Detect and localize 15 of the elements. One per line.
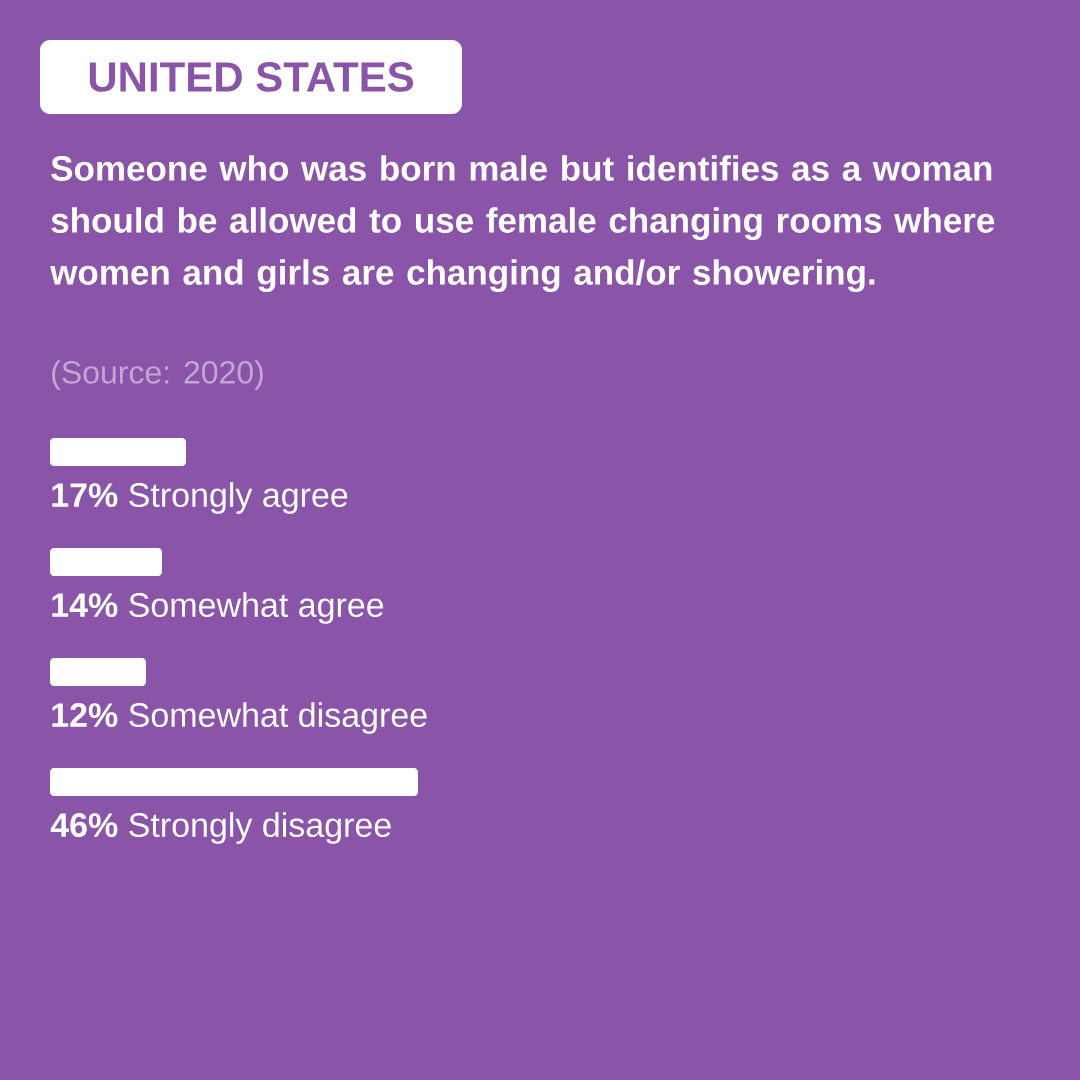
- bar: [50, 548, 162, 576]
- bar: [50, 438, 186, 466]
- bar: [50, 658, 146, 687]
- bar: [50, 768, 419, 797]
- y-tick-label: Somewhat agree: [129, 592, 384, 624]
- data-label: 12%: [52, 703, 118, 728]
- text: Someone who was born male but identifies as a woman should be allowed to use female changing rooms where women and girls are changing and/or showering.: [50, 155, 995, 292]
- data-label: 46%: [50, 813, 118, 838]
- y-tick-label: Strongly agree: [129, 482, 348, 514]
- chart-subtitle: UNITED STATES: [89, 62, 414, 92]
- data-label: 17%: [52, 483, 118, 508]
- y-tick-label: Somewhat disagree: [129, 702, 427, 734]
- data-label: 14%: [52, 593, 118, 618]
- y-tick-label: Strongly disagree: [129, 812, 391, 844]
- text: (Source: 2020): [52, 360, 263, 390]
